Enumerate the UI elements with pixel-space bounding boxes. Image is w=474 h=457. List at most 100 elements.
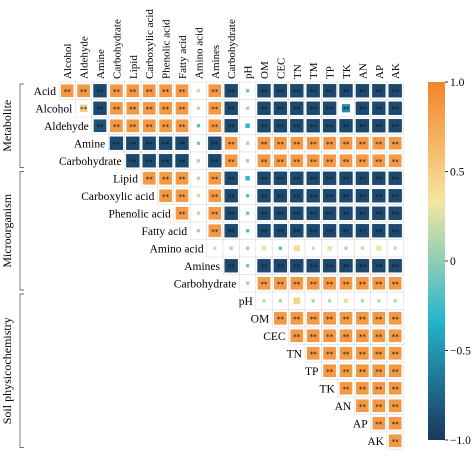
significance-mark: ** [162,123,170,131]
significance-mark: ** [97,123,105,131]
heatmap-cell [355,84,370,98]
heatmap-cell [322,206,337,220]
heatmap-cell [126,154,140,168]
significance-mark: ** [392,368,400,376]
significance-mark: ** [129,158,137,166]
significance-mark: ** [343,105,351,113]
significance-mark: ** [146,123,154,131]
heatmap-cell [142,171,156,185]
heatmap-cell [290,171,304,185]
heatmap-cell [278,299,283,303]
heatmap-cell [306,346,320,360]
heatmap-cell [339,346,353,360]
heatmap-cell [356,399,369,413]
significance-mark: ** [310,315,318,323]
significance-mark: ** [359,350,367,358]
column-label: OM [259,61,271,79]
significance-mark: ** [277,228,285,236]
heatmap-cell [274,136,287,150]
significance-mark: ** [392,280,400,288]
heatmap-cell [388,206,402,220]
heatmap-cell [339,329,353,343]
heatmap-cell [208,101,222,115]
heatmap-cell [257,189,271,203]
column-label: AP [374,65,386,79]
significance-mark: ** [261,88,269,96]
group-bracket [19,293,24,448]
significance-mark: ** [179,210,187,218]
heatmap-cell [159,119,172,133]
heatmap-cell [142,154,156,168]
heatmap-cell [175,84,189,98]
significance-mark: ** [277,158,285,166]
significance-mark: ** [277,263,285,271]
column-label: TK [341,64,353,79]
heatmap-cell [245,281,250,285]
heatmap-cell [126,101,140,115]
significance-mark: ** [392,403,400,411]
heatmap-cell [290,259,304,273]
significance-mark: ** [326,210,334,218]
heatmap-cell [175,206,189,220]
heatmap-cell [245,211,250,215]
row-label: Amino acid [150,243,204,255]
heatmap-cell [245,89,250,93]
significance-mark: ** [392,228,400,236]
significance-mark: ** [293,88,301,96]
significance-mark: ** [326,140,334,148]
significance-mark: ** [375,140,383,148]
row-label: Lipid [113,173,138,185]
row-label: pH [239,296,253,308]
heatmap-cell [388,136,402,150]
significance-mark: ** [310,175,318,183]
significance-mark: ** [146,88,154,96]
heatmap-cell [274,311,287,325]
heatmap-cell [323,154,336,168]
significance-mark: ** [293,263,301,271]
significance-mark: ** [392,140,400,148]
significance-mark: ** [343,228,351,236]
heatmap-cell [290,101,304,115]
heatmap-cell [208,189,222,203]
significance-mark: ** [261,158,269,166]
heatmap-cell [257,136,271,150]
column-label: AN [357,63,369,79]
heatmap-cell [322,119,337,133]
row-label: Acid [34,86,57,98]
heatmap-cell [355,101,370,115]
significance-mark: ** [228,88,236,96]
heatmap-cell [257,259,271,273]
row-label: Amines [184,261,220,273]
heatmap-cell [126,119,140,133]
column-label: TN [292,64,304,79]
heatmap-cell [224,189,238,203]
heatmap-cell [196,211,201,215]
heatmap-cell [356,381,369,395]
row-label: TP [305,366,318,378]
row-label: Amine [74,138,105,150]
significance-mark: ** [326,158,334,166]
significance-mark: ** [293,175,301,183]
heatmap-cell [196,124,201,128]
significance-mark: ** [343,175,351,183]
heatmap-cell [306,189,320,203]
heatmap-cell [339,84,353,98]
heatmap-cell [372,276,386,290]
significance-mark: ** [359,228,367,236]
significance-mark: ** [392,315,400,323]
heatmap-cell [306,154,320,168]
heatmap-cell [339,364,353,378]
significance-mark: ** [261,123,269,131]
significance-mark: ** [261,228,269,236]
colorbar-tick-label: −1.0 [450,435,471,447]
heatmap-cell [306,119,320,133]
colorbar-tick-label: 1.0 [450,77,465,89]
heatmap-cell [372,364,386,378]
heatmap-cell [356,311,369,325]
heatmap-cell [142,119,156,133]
heatmap-cell [339,311,353,325]
heatmap-cell [293,297,301,305]
significance-mark: ** [375,333,383,341]
heatmap-cell [290,224,304,238]
